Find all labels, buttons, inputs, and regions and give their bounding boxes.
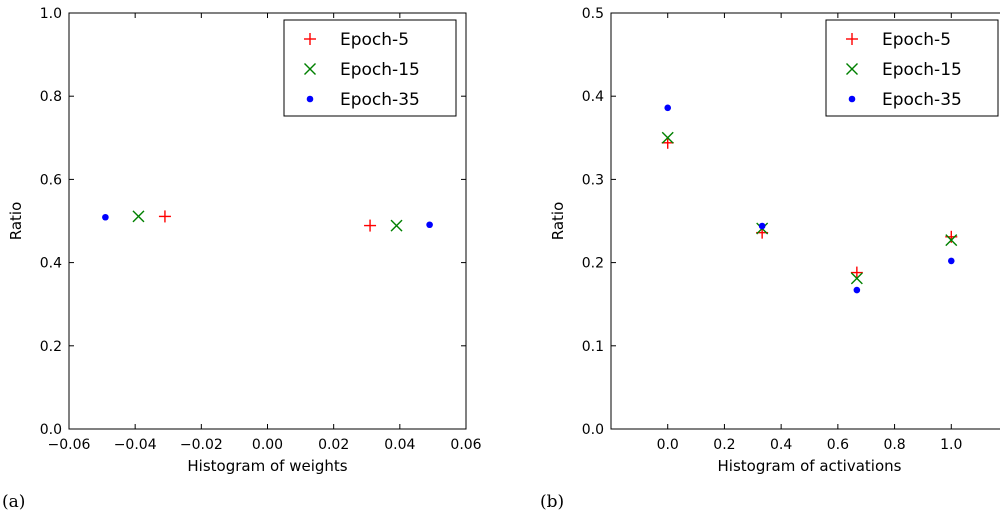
data-point <box>102 213 109 221</box>
x-tick-label: 0.8 <box>883 437 905 453</box>
data-point <box>661 136 674 149</box>
legend-marker <box>848 95 856 103</box>
data-point <box>758 222 766 230</box>
series-epoch-35 <box>664 104 955 294</box>
plot-frame <box>68 12 467 430</box>
figure-caption: (b) <box>540 492 564 512</box>
data-point <box>390 219 403 232</box>
data-point <box>364 219 377 232</box>
legend: Epoch-5 Epoch-15 Epoch-35 <box>825 19 999 117</box>
x-tick-label: −0.02 <box>180 437 223 453</box>
legend-label: Epoch-35 <box>340 90 420 110</box>
plot-frame <box>610 12 1000 430</box>
x-tick-label: −0.04 <box>114 437 157 453</box>
series-epoch-15 <box>661 131 958 285</box>
y-tick-label: 0.1 <box>582 339 604 355</box>
legend-marker <box>306 95 314 103</box>
data-point <box>945 234 958 247</box>
x-axis-label: Histogram of activations <box>718 457 902 475</box>
legend-label: Epoch-15 <box>340 60 420 80</box>
data-point <box>850 272 863 285</box>
data-point-d2 <box>945 234 958 247</box>
legend-marker <box>304 63 316 75</box>
y-tick-label: 1.0 <box>40 6 62 22</box>
x-tick-label: 0.0 <box>657 437 679 453</box>
data-point <box>661 131 674 144</box>
y-tick-label: 0.2 <box>40 339 62 355</box>
x-tick-label: 0.6 <box>827 437 849 453</box>
x-tick-label: 0.02 <box>318 437 349 453</box>
legend-label: Epoch-15 <box>882 60 962 80</box>
y-tick-label: 0.5 <box>582 6 604 22</box>
data-point-d2 <box>661 131 674 144</box>
x-tick-label: 0.2 <box>713 437 735 453</box>
y-tick-label: 0.0 <box>40 422 62 438</box>
data-point-d2 <box>132 210 145 223</box>
data-point-d2 <box>390 219 403 232</box>
legend: Epoch-5 Epoch-15 Epoch-35 <box>283 19 457 117</box>
data-point-d2 <box>850 272 863 285</box>
y-axis-label: Ratio <box>549 202 567 241</box>
y-tick-label: 0.3 <box>582 172 604 188</box>
series-epoch-5 <box>661 136 958 279</box>
legend-marker-d2 <box>304 63 316 75</box>
x-tick-label: 0.4 <box>770 437 792 453</box>
y-tick-label: 0.4 <box>582 89 604 105</box>
data-point <box>664 104 672 112</box>
data-point <box>947 257 955 265</box>
x-tick-label: 0.06 <box>450 437 481 453</box>
legend-marker-d2 <box>846 63 858 75</box>
x-axis-label: Histogram of weights <box>187 457 347 475</box>
data-point <box>853 286 861 294</box>
legend-marker <box>846 33 858 45</box>
y-axis-label: Ratio <box>7 202 25 241</box>
legend-marker <box>304 33 316 45</box>
legend-label: Epoch-35 <box>882 90 962 110</box>
chart-a: −0.06 −0.04 −0.02 0.00 0.02 0.04 0.06 0.0 0.2 0.4… <box>2 6 482 512</box>
data-point <box>850 266 863 279</box>
data-point <box>426 221 433 229</box>
chart-b: 0.0 0.2 0.4 0.6 0.8 1.0 0.0 0.1 0.2 0.3 0.4 0.5 Hist… <box>540 6 1000 512</box>
y-tick-label: 0.6 <box>40 172 62 188</box>
x-tick-label: 0.00 <box>252 437 283 453</box>
figure-caption: (a) <box>2 492 25 512</box>
x-tick-label: −0.06 <box>48 437 91 453</box>
x-tick-label: 1.0 <box>940 437 962 453</box>
legend-label: Epoch-5 <box>340 30 409 50</box>
series-epoch-15 <box>132 210 403 232</box>
y-tick-label: 0.2 <box>582 256 604 272</box>
series-epoch-35 <box>102 213 433 229</box>
series-epoch-5 <box>158 210 377 232</box>
legend-label: Epoch-5 <box>882 30 951 50</box>
y-tick-label: 0.8 <box>40 89 62 105</box>
y-tick-label: 0.0 <box>582 422 604 438</box>
data-point <box>132 210 145 223</box>
y-tick-label: 0.4 <box>40 256 62 272</box>
legend-marker <box>846 63 858 75</box>
x-tick-label: 0.04 <box>384 437 415 453</box>
data-point <box>158 210 171 223</box>
